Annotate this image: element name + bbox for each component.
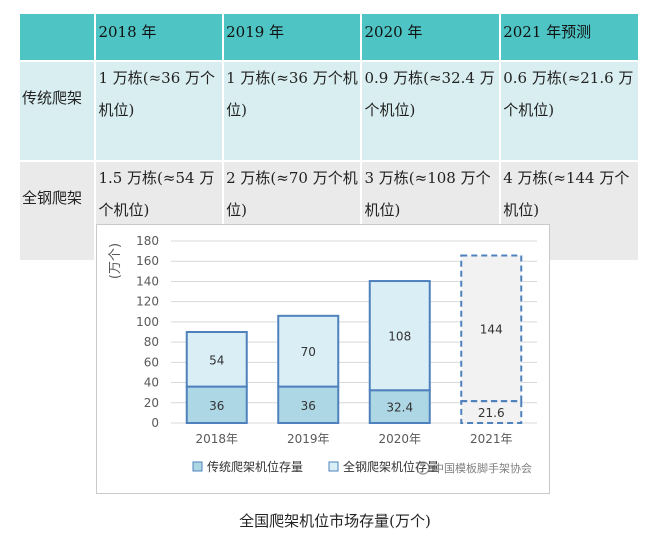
table-cell: 1 万栋(≈36 万个机位) — [95, 61, 225, 162]
legend-swatch — [328, 461, 339, 472]
bar-traditional — [277, 385, 340, 425]
table-row: 传统爬架 1 万栋(≈36 万个机位) 1 万栋(≈36 万个机位) 0.9 万… — [20, 61, 640, 162]
y-tick-label: 60 — [144, 355, 159, 369]
x-tick-label: 2019年 — [287, 432, 330, 446]
bar-steel — [368, 280, 431, 392]
data-label: 108 — [388, 330, 411, 344]
legend-swatch — [192, 461, 203, 472]
watermark: 中国模板脚手架协会 — [416, 461, 532, 475]
watermark-text: 中国模板脚手架协会 — [433, 461, 532, 475]
data-label: 144 — [480, 322, 503, 336]
wechat-icon — [416, 461, 430, 475]
table-header-cell: 2020 年 — [361, 14, 502, 62]
table-header-cell: 2019 年 — [223, 14, 363, 62]
x-tick-label: 2021年 — [470, 432, 513, 446]
y-tick-label: 140 — [136, 274, 159, 288]
bar-steel — [185, 331, 248, 388]
legend-label: 全钢爬架机位存量 — [343, 459, 439, 474]
table-cell: 0.9 万栋(≈32.4 万个机位) — [361, 61, 502, 162]
x-tick-label: 2020年 — [378, 432, 421, 446]
bar-traditional — [368, 389, 431, 425]
y-tick-label: 80 — [144, 335, 159, 349]
x-tick-label: 2018年 — [195, 432, 238, 446]
table-header-cell: 2021 年预测 — [500, 14, 640, 62]
y-tick-label: 120 — [136, 295, 159, 309]
bar-steel — [277, 314, 340, 388]
figure-caption: 全国爬架机位市场存量(万个) — [239, 512, 431, 530]
data-label: 36 — [209, 399, 224, 413]
forecast-bar-bg — [461, 255, 522, 423]
y-tick-label: 40 — [144, 376, 159, 390]
chart-svg: 0 20 40 60 80 100 120 140 160 180 (万个) 36 54 2018年 36 7… — [108, 234, 537, 475]
y-tick-label: 20 — [144, 396, 159, 410]
data-label: 21.6 — [478, 406, 505, 420]
row-label: 传统爬架 — [20, 61, 97, 162]
table-header-cell — [20, 14, 97, 62]
y-tick-label: 0 — [151, 416, 159, 430]
y-axis-title: (万个) — [108, 243, 123, 279]
table-header-row: 2018 年 2019 年 2020 年 2021 年预测 — [20, 14, 640, 62]
table-header-cell: 2018 年 — [95, 14, 225, 62]
bar-steel — [460, 254, 523, 403]
y-tick-label: 160 — [136, 254, 159, 268]
data-label: 36 — [301, 399, 316, 413]
data-label: 70 — [301, 345, 316, 359]
data-label: 54 — [209, 353, 224, 367]
y-tick-label: 180 — [136, 234, 159, 248]
stacked-bar-chart: 0 20 40 60 80 100 120 140 160 180 (万个) 36 54 2018年 36 7… — [96, 224, 550, 494]
table-cell: 0.6 万栋(≈21.6 万个机位) — [500, 61, 640, 162]
legend-label: 传统爬架机位存量 — [207, 459, 303, 474]
data-label: 32.4 — [386, 401, 413, 415]
table-cell: 4 万栋(≈144 万个机位) — [500, 161, 640, 262]
row-label: 全钢爬架 — [20, 161, 97, 262]
table-cell: 1 万栋(≈36 万个机位) — [223, 61, 363, 162]
y-tick-label: 100 — [136, 315, 159, 329]
